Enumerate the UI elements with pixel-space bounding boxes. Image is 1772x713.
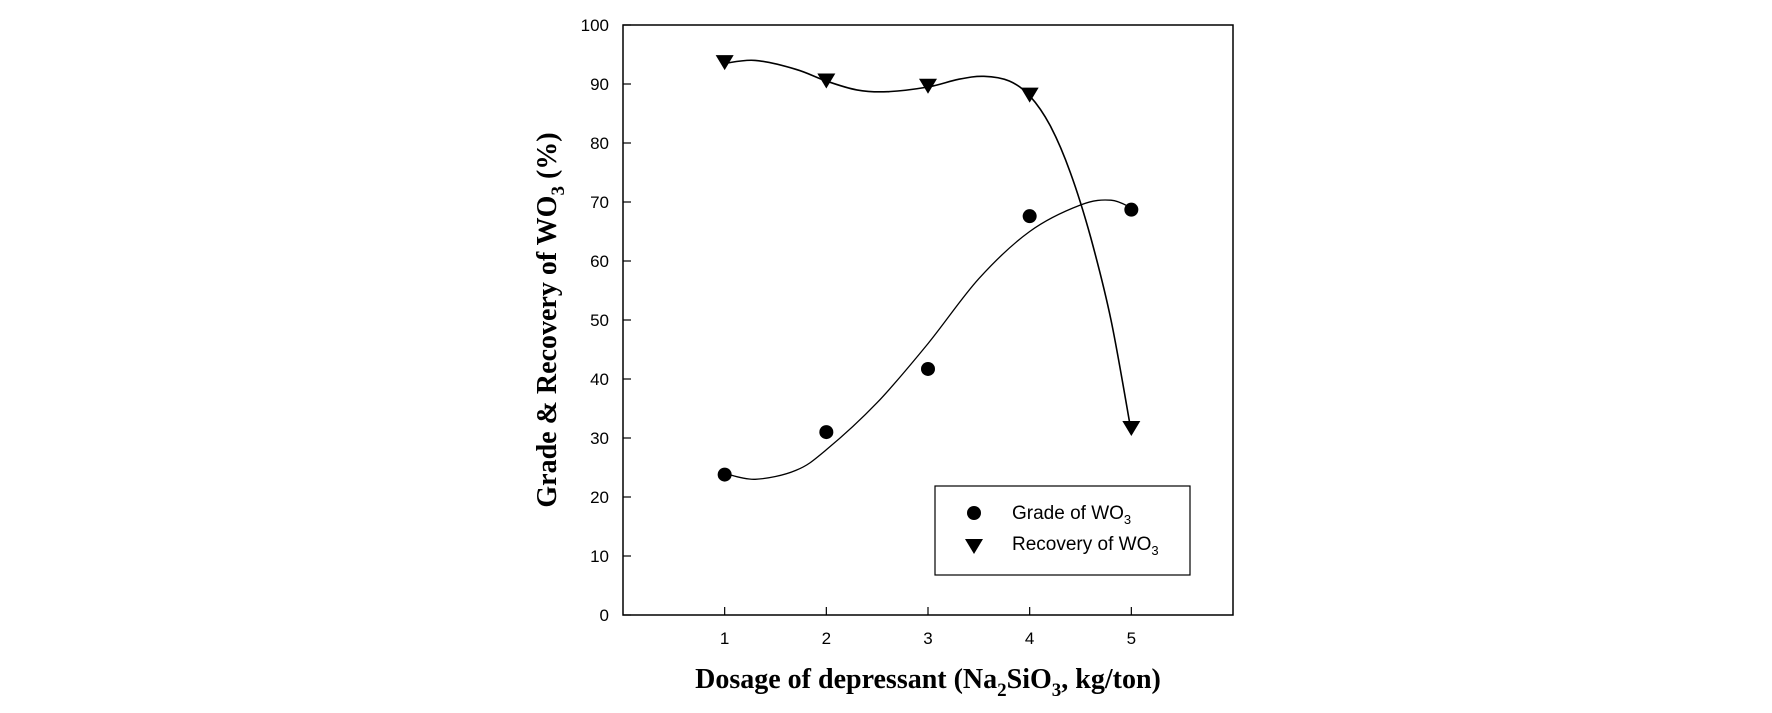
y-axis-title-main: Grade & Recovery of WO xyxy=(532,196,563,508)
y-tick-label: 100 xyxy=(581,16,609,35)
x-tick-label: 2 xyxy=(822,629,831,648)
legend-label-recovery-main: Recovery of WO xyxy=(1012,534,1151,555)
legend-marker-grade xyxy=(967,506,981,520)
y-tick-label: 30 xyxy=(590,429,609,448)
y-axis-title-end: (%) xyxy=(532,132,563,186)
recovery-point xyxy=(817,73,836,89)
recovery-point xyxy=(1020,87,1039,103)
grade-point xyxy=(819,425,834,440)
grade-point xyxy=(921,361,935,376)
y-tick-label: 10 xyxy=(590,547,609,566)
legend-label-grade-main: Grade of WO xyxy=(1012,503,1124,524)
legend: Grade of WO3 Recovery of WO3 xyxy=(934,485,1191,576)
legend-box xyxy=(934,485,1191,576)
x-axis-ticks: 1 2 3 4 5 xyxy=(720,607,1136,648)
y-tick-label: 90 xyxy=(590,75,609,94)
data-points xyxy=(715,55,1141,482)
grade-fit-curve xyxy=(724,199,1132,480)
y-axis-title: Grade & Recovery of WO3 (%) xyxy=(532,132,569,507)
x-tick-label: 1 xyxy=(720,629,729,648)
x-tick-label: 4 xyxy=(1025,629,1034,648)
grade-point xyxy=(1022,209,1037,224)
x-axis-title-main: Dosage of depressant (Na xyxy=(695,664,997,695)
recovery-point xyxy=(1122,420,1141,436)
recovery-point xyxy=(919,78,937,94)
legend-label-recovery: Recovery of WO3 xyxy=(1012,534,1159,558)
legend-label-grade: Grade of WO3 xyxy=(1012,503,1131,527)
y-tick-label: 50 xyxy=(590,311,609,330)
x-tick-label: 3 xyxy=(923,629,932,648)
y-axis-ticks: 0 10 20 30 40 50 60 70 80 90 100 xyxy=(581,16,631,625)
y-tick-label: 80 xyxy=(590,134,609,153)
y-axis-title-subscript: 3 xyxy=(548,186,569,196)
y-tick-label: 0 xyxy=(600,606,609,625)
y-tick-label: 40 xyxy=(590,370,609,389)
grade-point xyxy=(1124,202,1139,217)
x-axis-title-subscript-1: 2 xyxy=(997,680,1007,701)
fit-curves xyxy=(724,59,1133,480)
x-tick-label: 5 xyxy=(1127,629,1136,648)
x-axis-title-mid: SiO xyxy=(1007,664,1052,695)
y-tick-label: 20 xyxy=(590,488,609,507)
x-axis-title-subscript-2: 3 xyxy=(1052,680,1062,701)
x-axis-title-end: , kg/ton) xyxy=(1061,664,1161,695)
x-axis-title: Dosage of depressant (Na2SiO3, kg/ton) xyxy=(695,664,1161,701)
recovery-point xyxy=(715,55,734,71)
legend-label-recovery-subscript: 3 xyxy=(1151,543,1158,558)
y-tick-label: 70 xyxy=(590,193,609,212)
legend-marker-recovery xyxy=(965,539,983,554)
recovery-fit-curve xyxy=(724,59,1133,433)
grade-point xyxy=(717,467,732,482)
y-tick-label: 60 xyxy=(590,252,609,271)
legend-label-grade-subscript: 3 xyxy=(1124,512,1131,527)
